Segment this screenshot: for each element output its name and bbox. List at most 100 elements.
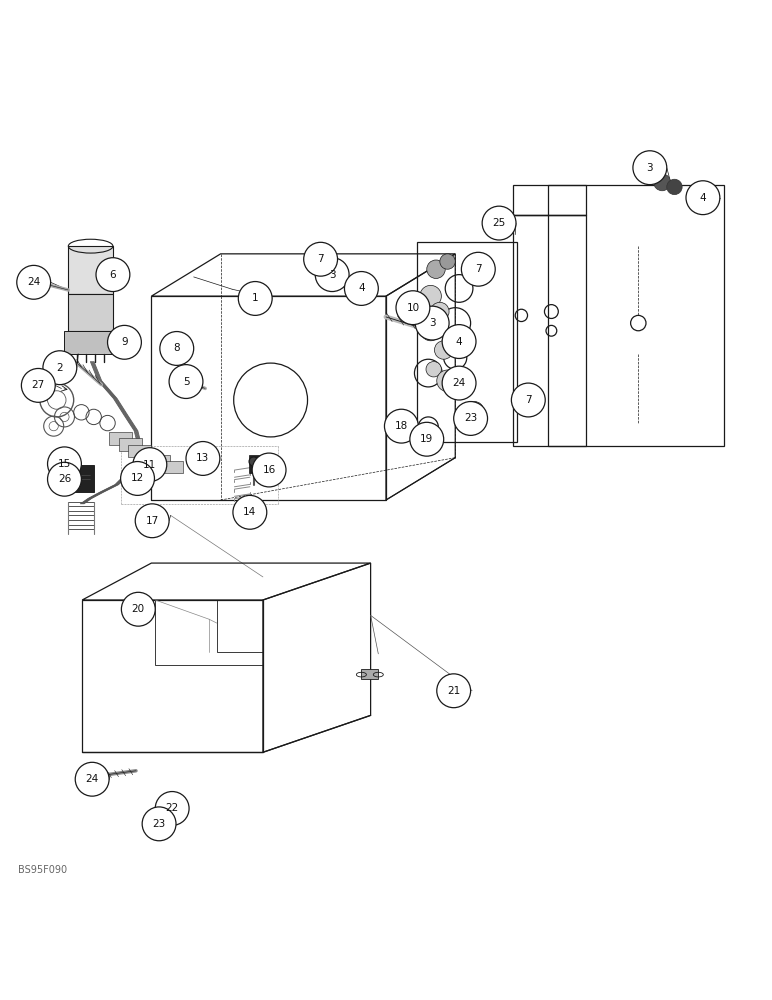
Text: 5: 5 xyxy=(183,377,189,387)
Circle shape xyxy=(435,341,453,359)
Text: 24: 24 xyxy=(27,277,40,287)
Polygon shape xyxy=(147,455,171,467)
Circle shape xyxy=(511,383,545,417)
Text: 3: 3 xyxy=(428,318,435,328)
Text: 6: 6 xyxy=(110,270,117,280)
Polygon shape xyxy=(126,342,135,350)
Text: 24: 24 xyxy=(452,378,466,388)
Polygon shape xyxy=(123,332,138,342)
Circle shape xyxy=(442,366,476,400)
Text: 20: 20 xyxy=(132,604,145,614)
Polygon shape xyxy=(249,455,259,473)
Circle shape xyxy=(410,422,444,456)
Text: 8: 8 xyxy=(174,343,180,353)
Text: 1: 1 xyxy=(252,293,259,303)
Text: 23: 23 xyxy=(464,413,477,423)
Circle shape xyxy=(437,674,471,708)
Text: 13: 13 xyxy=(196,453,209,463)
Circle shape xyxy=(155,792,189,825)
Circle shape xyxy=(633,151,667,185)
Polygon shape xyxy=(361,669,378,679)
Circle shape xyxy=(107,325,141,359)
Polygon shape xyxy=(147,472,159,478)
Circle shape xyxy=(75,762,109,796)
Circle shape xyxy=(344,272,378,305)
Text: 3: 3 xyxy=(646,163,653,173)
Circle shape xyxy=(160,332,194,365)
Circle shape xyxy=(437,370,459,392)
Circle shape xyxy=(121,592,155,626)
Circle shape xyxy=(454,402,488,435)
Text: 21: 21 xyxy=(447,686,460,696)
Circle shape xyxy=(43,351,76,385)
Circle shape xyxy=(120,462,154,495)
Text: 4: 4 xyxy=(455,337,462,347)
Text: 25: 25 xyxy=(493,218,506,228)
Circle shape xyxy=(415,306,449,340)
Polygon shape xyxy=(418,427,437,443)
Circle shape xyxy=(142,807,176,841)
Circle shape xyxy=(420,285,442,307)
Polygon shape xyxy=(119,438,142,451)
Circle shape xyxy=(442,325,476,358)
Polygon shape xyxy=(68,294,113,331)
Text: 15: 15 xyxy=(58,459,71,469)
Text: 23: 23 xyxy=(152,819,166,829)
Circle shape xyxy=(233,495,267,529)
Polygon shape xyxy=(152,458,163,465)
Circle shape xyxy=(654,174,671,191)
Polygon shape xyxy=(161,461,184,473)
Text: 9: 9 xyxy=(121,337,128,347)
Polygon shape xyxy=(109,432,132,445)
Circle shape xyxy=(421,321,441,341)
Circle shape xyxy=(249,457,259,466)
Text: 2: 2 xyxy=(56,363,63,373)
Text: BS95F090: BS95F090 xyxy=(19,865,67,875)
Text: 17: 17 xyxy=(146,516,159,526)
Circle shape xyxy=(239,282,273,315)
Circle shape xyxy=(96,258,130,292)
Text: 16: 16 xyxy=(262,465,276,475)
Circle shape xyxy=(394,412,415,432)
Text: 7: 7 xyxy=(317,254,324,264)
Text: 7: 7 xyxy=(525,395,532,405)
Text: 27: 27 xyxy=(32,380,45,390)
Text: 18: 18 xyxy=(394,421,408,431)
Circle shape xyxy=(133,448,167,482)
Text: 26: 26 xyxy=(58,474,71,484)
Polygon shape xyxy=(128,445,151,457)
Circle shape xyxy=(17,265,51,299)
Text: 22: 22 xyxy=(165,803,179,813)
Circle shape xyxy=(303,242,337,276)
Polygon shape xyxy=(68,246,113,294)
Polygon shape xyxy=(164,338,189,359)
Circle shape xyxy=(48,447,81,481)
Circle shape xyxy=(169,365,203,398)
Text: 12: 12 xyxy=(131,473,144,483)
Text: 7: 7 xyxy=(475,264,482,274)
Circle shape xyxy=(466,402,484,420)
Circle shape xyxy=(135,504,169,538)
Circle shape xyxy=(396,291,430,325)
Text: 3: 3 xyxy=(329,270,336,280)
Circle shape xyxy=(48,462,81,496)
Circle shape xyxy=(667,179,682,195)
Text: 10: 10 xyxy=(406,303,419,313)
Circle shape xyxy=(186,442,220,475)
Text: 24: 24 xyxy=(86,774,99,784)
Circle shape xyxy=(447,371,471,395)
Circle shape xyxy=(427,260,445,278)
Polygon shape xyxy=(65,331,120,354)
Polygon shape xyxy=(66,465,93,492)
Text: 4: 4 xyxy=(699,193,706,203)
Polygon shape xyxy=(163,800,181,816)
Circle shape xyxy=(103,264,123,285)
Text: 4: 4 xyxy=(358,283,364,293)
Circle shape xyxy=(315,258,349,292)
Circle shape xyxy=(462,252,495,286)
Text: 19: 19 xyxy=(420,434,433,444)
Circle shape xyxy=(482,206,516,240)
Circle shape xyxy=(22,368,56,402)
Circle shape xyxy=(440,254,455,269)
Circle shape xyxy=(431,302,449,321)
